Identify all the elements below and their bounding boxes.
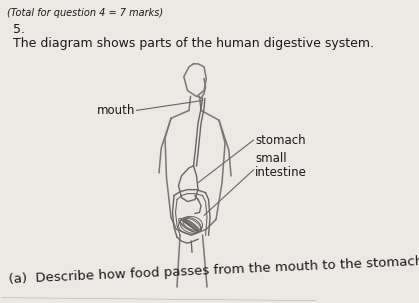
Text: stomach: stomach bbox=[255, 134, 306, 147]
Text: (a)  Describe how food passes from the mouth to the stomach.: (a) Describe how food passes from the mo… bbox=[8, 255, 419, 286]
Text: mouth: mouth bbox=[97, 104, 135, 117]
Text: (Total for question 4 = 7 marks): (Total for question 4 = 7 marks) bbox=[8, 8, 163, 18]
Text: The diagram shows parts of the human digestive system.: The diagram shows parts of the human dig… bbox=[13, 37, 374, 50]
Text: intestine: intestine bbox=[255, 166, 307, 179]
Text: small: small bbox=[255, 152, 287, 165]
Text: 5.: 5. bbox=[13, 23, 25, 36]
